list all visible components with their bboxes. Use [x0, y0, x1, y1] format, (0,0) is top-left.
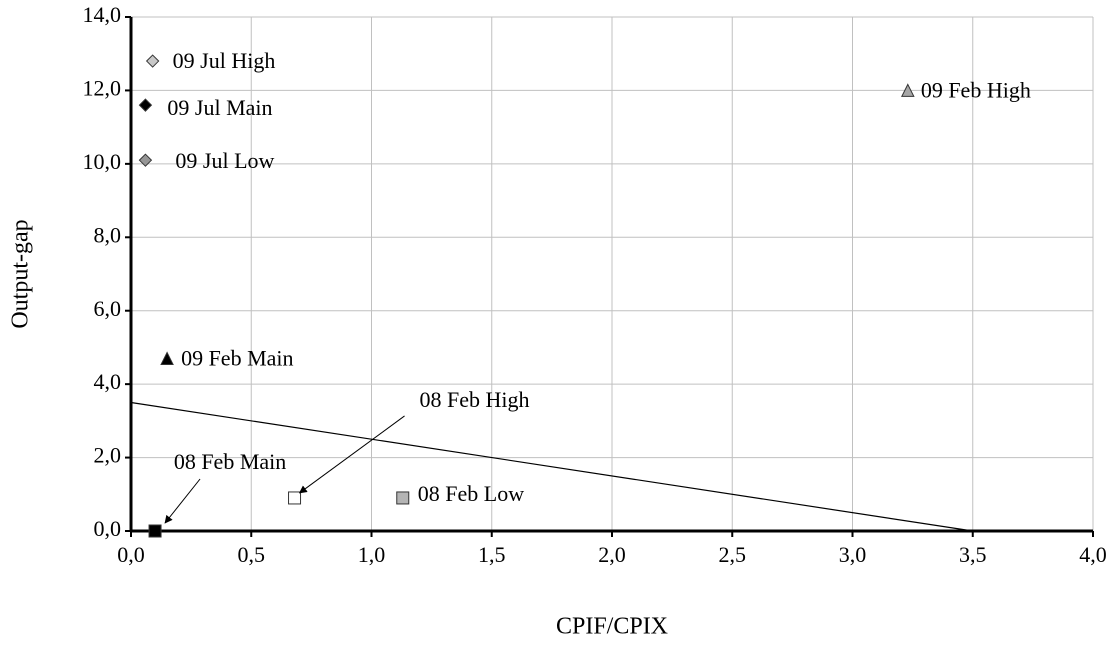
x-tick-label: 0,5	[238, 542, 266, 567]
data-label: 08 Feb Main	[174, 449, 286, 474]
x-tick-label: 3,0	[839, 542, 867, 567]
data-label: 09 Feb High	[921, 77, 1031, 102]
point	[160, 351, 174, 365]
data-label: 09 Jul High	[173, 48, 276, 73]
x-tick-label: 4,0	[1079, 542, 1107, 567]
y-axis-title: Output-gap	[8, 219, 34, 328]
x-tick-label: 0,0	[117, 542, 145, 567]
data-label: 09 Jul Main	[167, 95, 272, 120]
data-label: 09 Jul Low	[175, 148, 274, 173]
y-tick-label: 12,0	[83, 75, 122, 100]
y-tick-label: 4,0	[94, 369, 122, 394]
data-label: 08 Feb High	[420, 387, 530, 412]
y-tick-label: 0,0	[94, 516, 122, 541]
data-label: 08 Feb Low	[418, 481, 524, 506]
y-tick-label: 14,0	[83, 2, 122, 27]
x-axis-title: CPIF/CPIX	[556, 614, 668, 640]
x-tick-label: 2,5	[719, 542, 747, 567]
point	[396, 491, 410, 505]
y-tick-label: 10,0	[83, 149, 122, 174]
point	[288, 491, 302, 505]
point	[138, 98, 153, 112]
x-tick-label: 2,0	[598, 542, 626, 567]
x-tick-label: 1,5	[478, 542, 506, 567]
reference-line	[130, 401, 973, 532]
x-tick-label: 3,5	[959, 542, 987, 567]
point	[901, 83, 915, 97]
annotation-arrow	[164, 478, 201, 524]
annotation-arrow	[298, 415, 405, 494]
y-tick-label: 6,0	[94, 296, 122, 321]
point	[145, 54, 160, 68]
point	[148, 524, 162, 538]
y-tick-label: 2,0	[94, 443, 122, 468]
data-label: 09 Feb Main	[181, 345, 293, 370]
point	[138, 153, 153, 167]
x-tick-label: 1,0	[358, 542, 386, 567]
y-tick-label: 8,0	[94, 222, 122, 247]
